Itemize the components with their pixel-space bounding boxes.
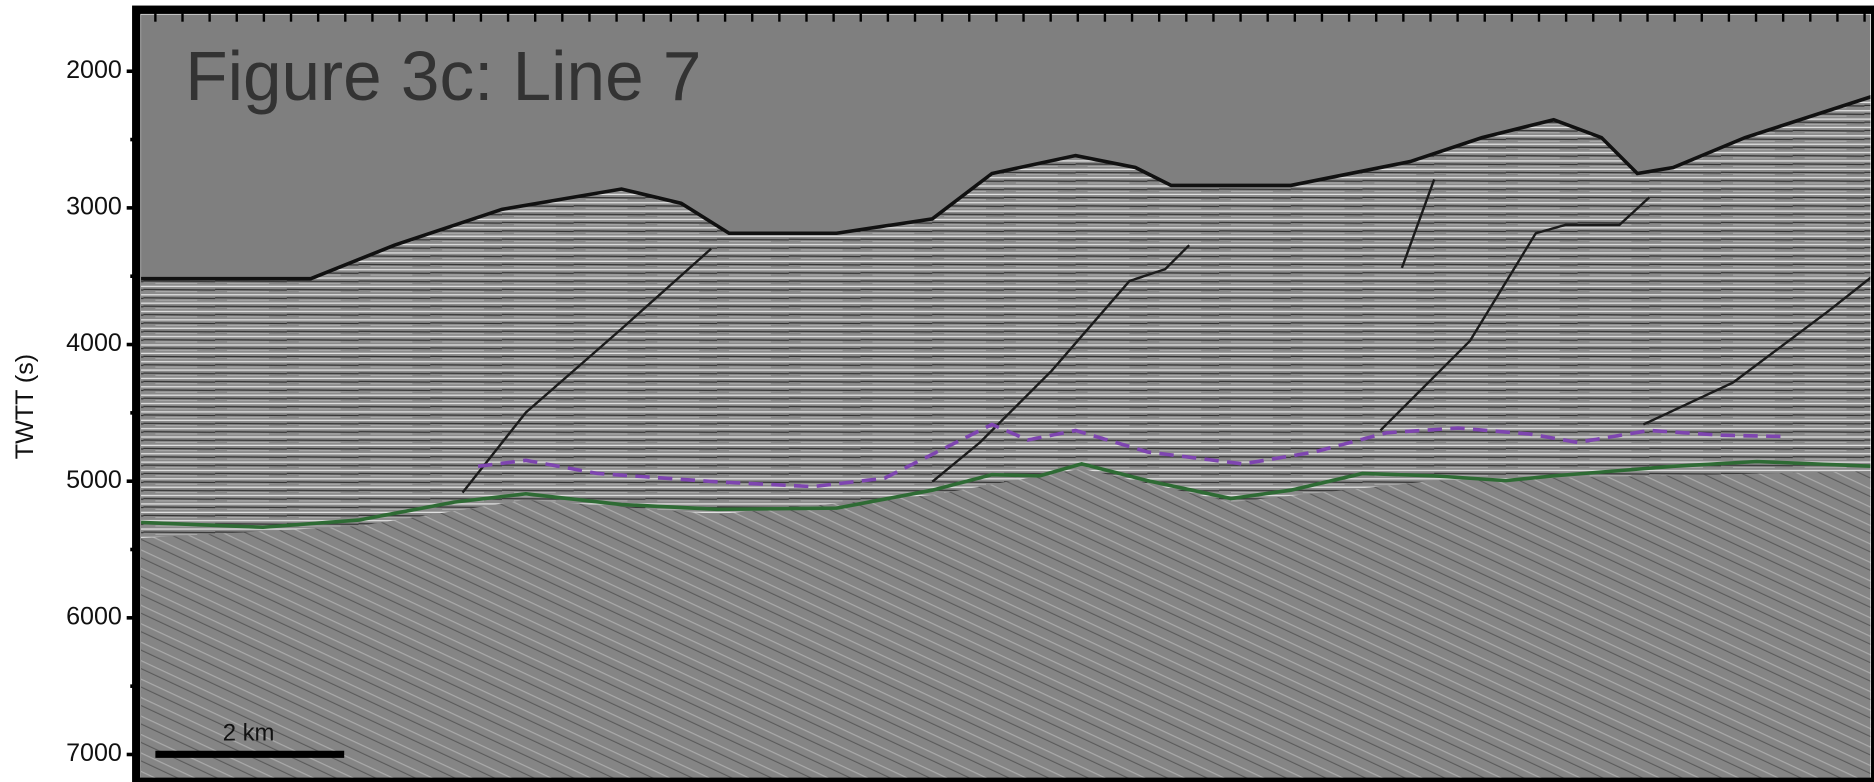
seismic-image: Figure 3c: Line 7 2 km <box>141 15 1874 782</box>
y-tick-label: 2000 <box>66 56 122 84</box>
title: Figure 3c: Line 7 <box>185 37 701 115</box>
figure: Figure 3c: Line 7 2 km TWTT (s) 2000 3000… <box>0 0 1874 782</box>
y-tick-label: 3000 <box>66 193 122 221</box>
y-tick-label: 6000 <box>66 602 122 630</box>
y-tick-label: 4000 <box>66 329 122 357</box>
scale-bar-label: 2 km <box>223 719 275 746</box>
y-tick-label: 5000 <box>66 466 122 494</box>
y-tick-label: 7000 <box>66 739 122 767</box>
y-axis-label: TWTT (s) <box>11 354 39 459</box>
